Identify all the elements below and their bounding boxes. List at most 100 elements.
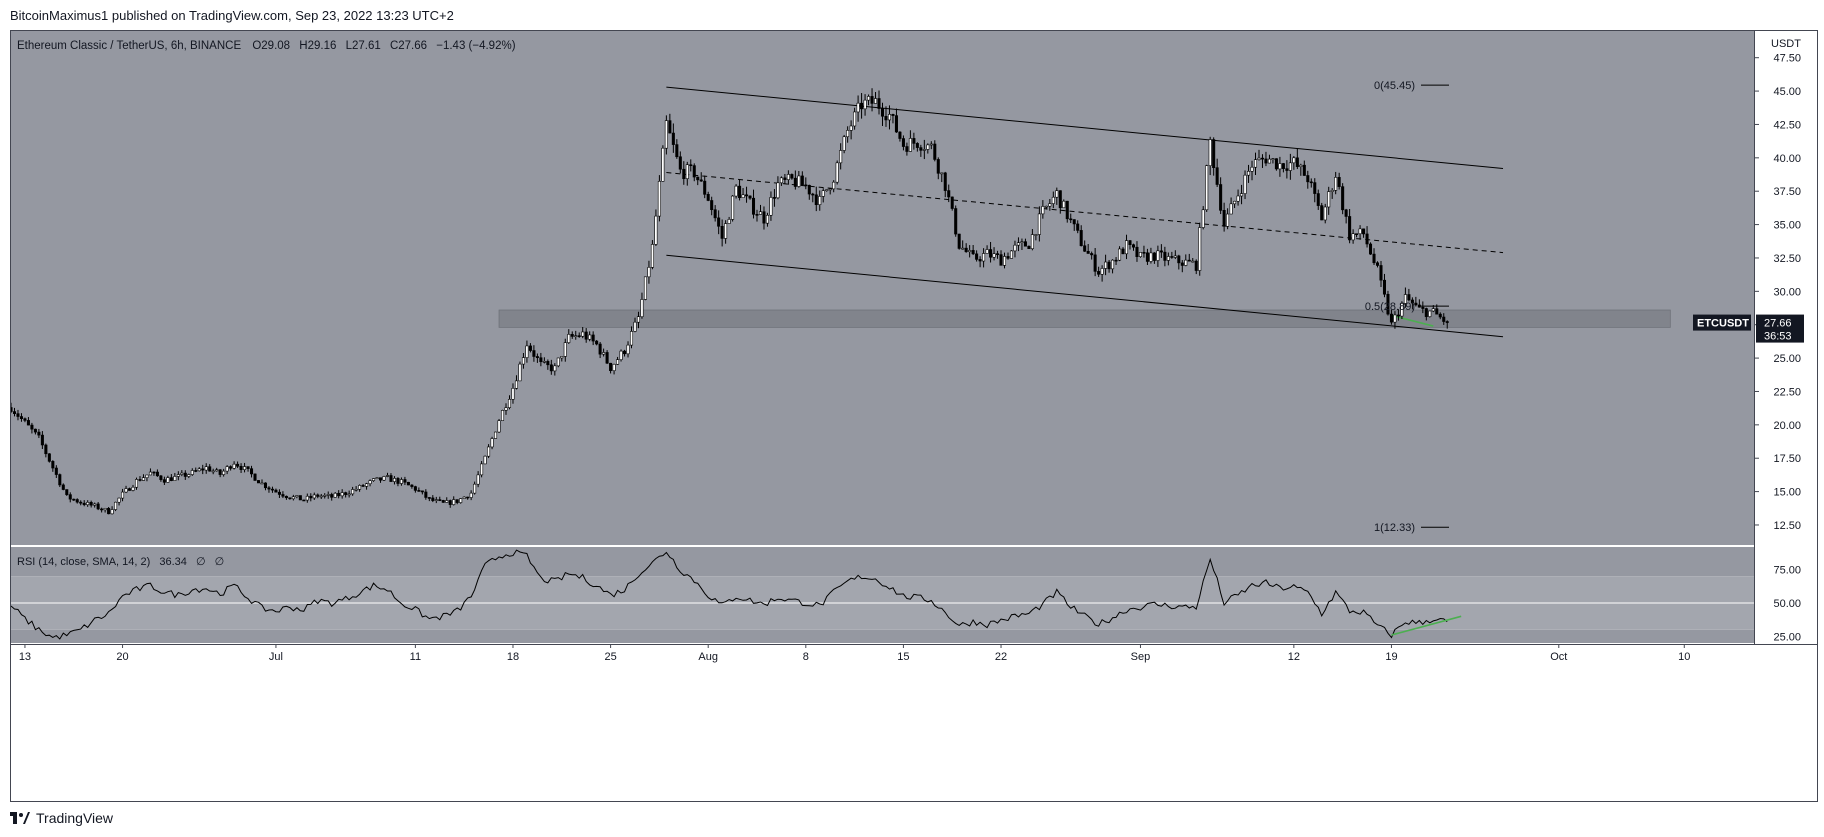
candle-body	[1044, 205, 1048, 208]
candle-body	[1229, 203, 1233, 215]
candle-body	[563, 342, 567, 357]
candle-body	[1069, 218, 1073, 221]
candle-body	[431, 497, 435, 501]
candle-body	[1170, 256, 1174, 258]
candle-body	[445, 500, 449, 503]
candle-body	[295, 495, 299, 498]
published-by-text: BitcoinMaximus1 published on TradingView…	[10, 8, 454, 23]
candle-body	[459, 498, 463, 503]
candle-body	[1166, 256, 1170, 261]
candle-body	[1274, 158, 1278, 170]
candle-body	[93, 503, 97, 506]
time-tick-label: 13	[19, 651, 31, 663]
candle-body	[1180, 262, 1184, 266]
candle-body	[194, 470, 198, 472]
time-tick-label: 18	[507, 651, 519, 663]
candle-body	[1093, 254, 1097, 272]
candle-body	[839, 150, 843, 164]
candle-body	[783, 177, 787, 180]
candle-body	[535, 356, 539, 359]
candle-body	[807, 184, 811, 195]
candle-body	[1372, 253, 1376, 264]
candle-body	[1362, 228, 1366, 235]
candle-body	[1124, 240, 1129, 255]
candle-body	[692, 165, 696, 178]
candle-body	[741, 194, 745, 199]
candle-body	[1379, 265, 1383, 281]
candle-body	[340, 492, 344, 497]
candle-body	[54, 467, 58, 475]
candle-body	[898, 131, 902, 139]
price-tick-label: 40.00	[1773, 153, 1801, 165]
rsi-extra-2: ∅	[215, 556, 225, 568]
candle-body	[933, 143, 937, 160]
candle-body	[1016, 242, 1020, 246]
candle-body	[389, 475, 393, 482]
candle-body	[51, 461, 55, 469]
candle-body	[546, 361, 550, 366]
candle-body	[1431, 308, 1435, 312]
candle-body	[961, 247, 965, 250]
candle-body	[1438, 313, 1442, 318]
candle-body	[12, 411, 17, 414]
rsi-tick-label: 75.00	[1773, 565, 1801, 577]
candle-body	[514, 380, 518, 389]
candle-body	[253, 473, 257, 481]
candle-body	[950, 196, 954, 209]
candle-body	[222, 470, 226, 475]
candle-body	[1382, 279, 1387, 295]
candle-body	[274, 489, 278, 493]
candle-body	[710, 200, 714, 211]
candle-body	[971, 250, 975, 255]
rsi-extra-1: ∅	[196, 556, 206, 568]
price-tick-label: 35.00	[1773, 220, 1801, 232]
candle-body	[685, 164, 689, 179]
candle-body	[717, 217, 721, 227]
candle-body	[800, 175, 804, 186]
candle-body	[180, 472, 184, 475]
candle-body	[330, 494, 334, 498]
candle-body	[762, 211, 766, 224]
candle-body	[623, 350, 627, 355]
price-tick-label: 12.50	[1773, 520, 1801, 532]
candle-body	[1173, 255, 1177, 258]
candle-body	[392, 478, 396, 482]
candle-body	[706, 194, 710, 201]
candle-body	[654, 215, 658, 245]
candle-body	[455, 499, 459, 503]
candle-body	[351, 489, 355, 495]
candle-body	[825, 189, 829, 191]
candle-body	[427, 497, 431, 499]
time-tick-label: Oct	[1550, 651, 1567, 663]
candle-body	[1118, 248, 1122, 261]
candle-body	[1058, 190, 1062, 209]
price-tick-label: 37.50	[1773, 186, 1801, 198]
candle-body	[748, 195, 752, 199]
time-tick-label: 22	[995, 651, 1007, 663]
candle-body	[256, 480, 261, 484]
candle-body	[842, 136, 846, 151]
candle-body	[968, 250, 972, 253]
candle-body	[588, 334, 592, 340]
chart-canvas[interactable]: 0(45.45) 0.5(28.89) 1(12.33) 12.50 15.00 17.…	[11, 31, 1817, 801]
candle-body	[1076, 223, 1080, 231]
candle-body	[344, 492, 348, 495]
candle-body	[229, 466, 233, 469]
candle-body	[169, 477, 173, 481]
rsi-divergence-line	[1391, 615, 1462, 636]
candle-body	[1313, 182, 1317, 194]
candle-body	[11, 407, 13, 412]
candle-body	[1386, 293, 1390, 315]
candle-body	[305, 495, 309, 501]
candle-body	[1442, 316, 1446, 322]
candle-body	[713, 209, 717, 219]
candle-body	[1111, 259, 1115, 270]
candle-body	[609, 362, 613, 371]
time-axis[interactable]	[11, 644, 1817, 668]
candle-body	[469, 492, 473, 498]
candle-body	[661, 147, 665, 182]
candle-body	[675, 144, 679, 158]
candle-body	[19, 416, 23, 419]
candle-body	[1013, 244, 1017, 252]
time-tick-label: 20	[116, 651, 128, 663]
